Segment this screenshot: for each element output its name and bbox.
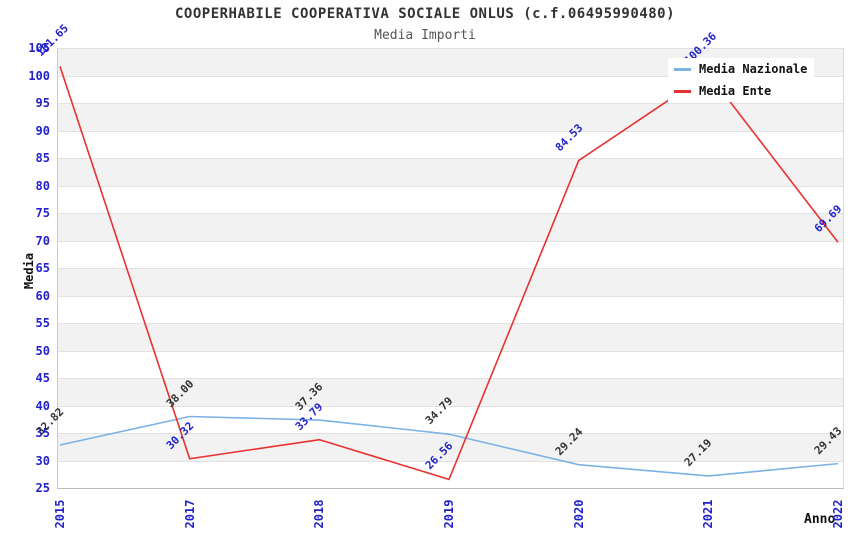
y-tick-label: 85 (35, 151, 50, 165)
x-tick-label: 2017 (182, 499, 197, 529)
y-tick-label: 95 (35, 96, 50, 110)
grid-band (58, 460, 843, 488)
grid-band (58, 240, 843, 268)
y-tick-label: 100 (28, 68, 50, 83)
grid-band (58, 158, 843, 186)
y-tick-label: 40 (35, 398, 50, 413)
legend: Media Nazionale Media Ente (668, 58, 814, 102)
x-tick-label: 2018 (312, 499, 327, 529)
y-tick-label: 35 (35, 426, 50, 440)
y-tick-label: 80 (35, 178, 50, 193)
legend-item-label: Media Nazionale (699, 62, 808, 76)
x-tick-label: 2021 (701, 499, 716, 529)
x-tick-label: 2019 (442, 499, 456, 529)
y-tick-label: 65 (35, 261, 50, 275)
legend-line-swatch-icon (674, 67, 691, 71)
y-tick-label: 45 (35, 371, 50, 385)
grid-band (58, 295, 843, 323)
chart-subtitle: Media Importi (374, 28, 476, 43)
plot-area (57, 48, 844, 489)
y-tick-label: 55 (35, 316, 50, 330)
grid-band (58, 130, 843, 158)
grid-band (58, 323, 843, 351)
y-tick-label: 30 (35, 453, 50, 468)
grid-band (58, 213, 843, 241)
grid-band (58, 268, 843, 296)
y-tick-label: 50 (35, 343, 50, 358)
legend-item-media-nazionale: Media Nazionale (668, 60, 814, 78)
chart-title: COOPERHABILE COOPERATIVA SOCIALE ONLUS (… (174, 6, 675, 22)
x-tick-label: 2020 (571, 499, 586, 529)
y-tick-label: 70 (35, 233, 50, 248)
y-tick-label: 105 (28, 41, 50, 55)
grid-band (58, 185, 843, 213)
y-tick-label: 25 (35, 481, 50, 495)
x-axis-title: Anno (804, 512, 836, 527)
y-tick-label: 75 (35, 206, 50, 220)
legend-item-media-ente: Media Ente (668, 82, 814, 100)
y-tick-label: 90 (35, 123, 50, 138)
y-tick-label: 60 (35, 288, 50, 303)
x-tick-label: 2022 (831, 499, 845, 529)
x-tick-label: 2015 (53, 499, 67, 529)
grid-band (58, 103, 843, 131)
grid-band (58, 350, 843, 378)
legend-item-label: Media Ente (699, 84, 772, 98)
legend-line-swatch-icon (674, 89, 691, 93)
